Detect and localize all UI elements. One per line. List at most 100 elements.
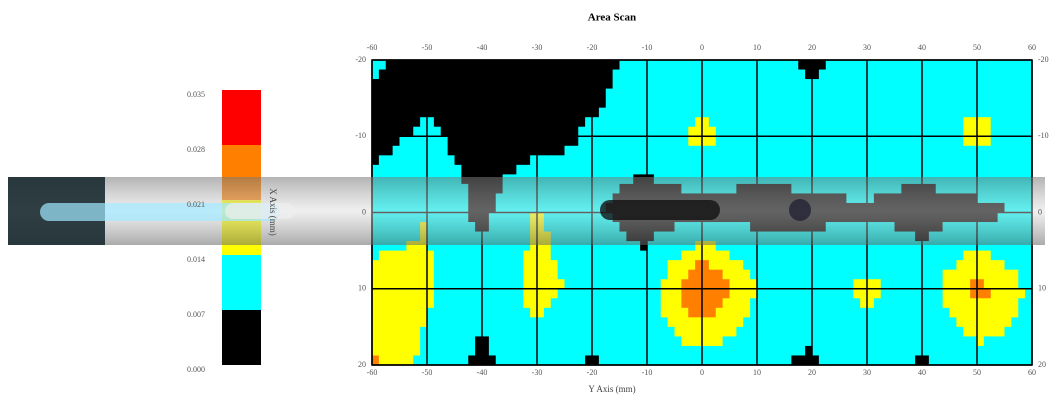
contour-cell: [626, 307, 634, 318]
contour-cell: [956, 98, 964, 109]
contour-cell: [427, 307, 435, 318]
contour-cell: [977, 307, 985, 318]
contour-cell: [846, 145, 854, 156]
contour-cell: [557, 60, 565, 71]
contour-cell: [1018, 345, 1026, 356]
contour-cell: [743, 317, 751, 328]
contour-cell: [887, 60, 895, 71]
contour-cell: [873, 326, 882, 337]
contour-cell: [681, 107, 689, 118]
contour-cell: [468, 336, 476, 347]
contour-cell: [653, 355, 662, 366]
contour-cell: [502, 145, 510, 156]
contour-cell: [440, 145, 449, 156]
contour-cell: [963, 317, 971, 328]
contour-cell: [399, 107, 407, 118]
contour-cell: [1011, 298, 1019, 309]
contour-cell: [763, 345, 772, 356]
contour-cell: [413, 317, 421, 328]
contour-cell: [763, 250, 772, 261]
contour-cell: [880, 260, 889, 271]
contour-cell: [660, 145, 669, 156]
contour-cell: [433, 279, 442, 290]
contour-cell: [922, 69, 930, 80]
contour-cell: [488, 79, 497, 90]
contour-cell: [523, 79, 531, 90]
contour-cell: [372, 117, 380, 128]
contour-cell: [708, 126, 717, 137]
contour-cell: [977, 355, 985, 366]
contour-cell: [557, 136, 565, 147]
contour-cell: [516, 88, 524, 99]
contour-cell: [860, 250, 868, 261]
contour-cell: [585, 88, 593, 99]
contour-cell: [818, 241, 827, 252]
contour-cell: [475, 355, 483, 366]
contour-cell: [818, 336, 827, 347]
contour-cell: [757, 260, 765, 271]
contour-cell: [660, 355, 669, 366]
contour-cell: [598, 126, 607, 137]
contour-cell: [488, 307, 497, 318]
contour-cell: [860, 260, 868, 271]
contour-cell: [537, 326, 545, 337]
contour-cell: [653, 241, 662, 252]
contour-cell: [763, 136, 772, 147]
contour-cell: [488, 155, 497, 166]
contour-cell: [488, 260, 497, 271]
contour-cell: [612, 336, 620, 347]
contour-cell: [516, 288, 524, 299]
contour-cell: [812, 241, 820, 252]
contour-cell: [378, 98, 387, 109]
contour-cell: [839, 241, 847, 252]
contour-cell: [612, 88, 620, 99]
contour-cell: [867, 136, 875, 147]
contour-cell: [901, 145, 909, 156]
contour-cell: [468, 269, 476, 280]
contour-cell: [406, 298, 414, 309]
contour-cell: [922, 136, 930, 147]
contour-cell: [447, 336, 455, 347]
contour-cell: [983, 136, 992, 147]
contour-cell: [702, 355, 710, 366]
contour-cell: [832, 326, 840, 337]
contour-cell: [805, 269, 813, 280]
contour-cell: [674, 69, 682, 80]
contour-cell: [997, 317, 1005, 328]
contour-cell: [681, 317, 689, 328]
contour-cell: [908, 88, 916, 99]
contour-cell: [901, 88, 909, 99]
contour-cell: [928, 345, 937, 356]
contour-cell: [784, 69, 792, 80]
contour-cell: [392, 79, 400, 90]
contour-cell: [791, 136, 799, 147]
contour-cell: [598, 241, 607, 252]
contour-cell: [585, 355, 593, 366]
contour-cell: [1018, 60, 1026, 71]
contour-cell: [495, 117, 504, 128]
contour-cell: [1018, 241, 1026, 252]
contour-cell: [482, 79, 490, 90]
contour-cell: [757, 345, 765, 356]
contour-cell: [846, 107, 854, 118]
contour-cell: [901, 288, 909, 299]
contour-cell: [695, 79, 703, 90]
x-tick-label: -40: [477, 43, 488, 52]
contour-cell: [447, 355, 455, 366]
contour-cell: [798, 117, 806, 128]
contour-cell: [598, 136, 607, 147]
contour-cell: [427, 88, 435, 99]
contour-cell: [812, 98, 820, 109]
contour-cell: [612, 145, 620, 156]
contour-cell: [633, 79, 641, 90]
contour-cell: [1018, 136, 1026, 147]
contour-cell: [688, 117, 696, 128]
contour-cell: [956, 69, 964, 80]
contour-cell: [509, 126, 517, 137]
contour-cell: [908, 336, 916, 347]
contour-cell: [860, 317, 868, 328]
contour-cell: [853, 60, 861, 71]
contour-cell: [928, 355, 937, 366]
contour-cell: [475, 88, 483, 99]
contour-cell: [880, 288, 889, 299]
